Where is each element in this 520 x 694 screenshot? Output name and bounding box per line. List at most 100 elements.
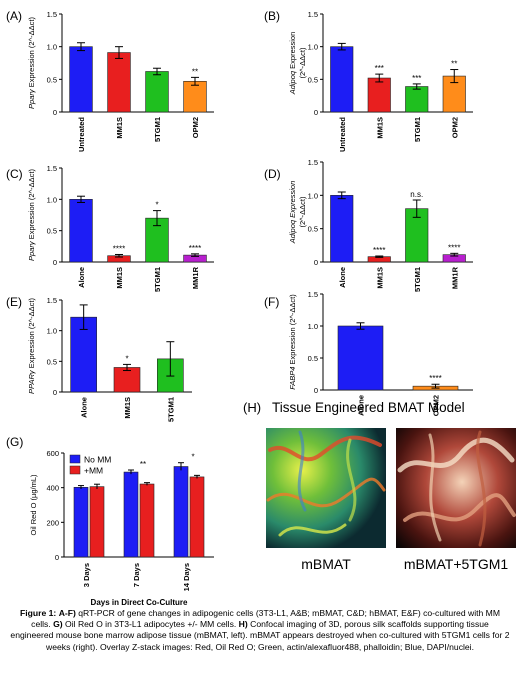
x-tick-label: 5TGM1 xyxy=(413,117,422,142)
mbmat-caption: mBMAT xyxy=(301,556,351,572)
x-tick-label: Alone xyxy=(80,397,89,418)
bar xyxy=(330,195,354,263)
y-tick-label: 1.5 xyxy=(47,10,57,19)
chart-panel-2: (B) 0 0.5 1.0 1.5 Adipoq Expression (2^-ΔΔct) U… xyxy=(264,9,473,152)
bar xyxy=(330,46,354,113)
y-tick-label: 1.5 xyxy=(47,164,57,173)
y-tick-label: 1.5 xyxy=(308,10,318,19)
y-tick-label: 600 xyxy=(46,449,59,458)
bar xyxy=(69,46,93,113)
y-axis-title: FABP4 Expression (2^-ΔΔct) xyxy=(288,294,297,390)
y-title-italic: Pparγ xyxy=(27,88,36,109)
x-tick-label: 5TGM1 xyxy=(413,267,422,292)
y-tick-label: 0.5 xyxy=(47,227,57,236)
x-tick-label: OPM2 xyxy=(450,117,459,138)
significance-label: ** xyxy=(192,67,198,76)
y-tick-label: 1.5 xyxy=(47,296,57,305)
caption-h-label: H) xyxy=(238,619,248,630)
significance-label: ** xyxy=(140,460,146,469)
legend-swatch xyxy=(69,465,81,475)
y-tick-label: 1.5 xyxy=(308,290,318,299)
x-tick-label: MM1S xyxy=(123,397,132,419)
y-tick-label: 0 xyxy=(53,388,57,397)
mbmat-5tgm1-caption: mBMAT+5TGM1 xyxy=(404,556,509,572)
bar xyxy=(107,52,131,113)
chart-panel-4: (D) 0 0.5 1.0 1.5 Adipoq Expression (2^-ΔΔct) A… xyxy=(264,158,473,292)
x-tick-label: 3 Days xyxy=(82,563,91,587)
x-tick-label: 14 Days xyxy=(182,563,191,591)
significance-label: **** xyxy=(189,244,201,253)
bar xyxy=(145,71,169,113)
x-tick-label: Alone xyxy=(357,395,366,416)
y-tick-label: 1.0 xyxy=(308,191,318,200)
y-tick-label: 400 xyxy=(46,484,59,493)
bar xyxy=(183,80,207,113)
x-tick-label: MM1S xyxy=(375,117,384,139)
significance-label: * xyxy=(191,453,194,462)
bar-charts: (A) 0 0.5 1.0 1.5 Pparγ Expression (2^-ΔΔct) U… xyxy=(6,9,473,607)
y-title-italic: Pparγ xyxy=(27,240,36,261)
y-tick-label: 0 xyxy=(314,386,318,395)
x-tick-label: 5TGM1 xyxy=(153,117,162,142)
chart-panel-3: (C) 0 0.5 1.0 1.5 Pparγ Expression (2^-ΔΔct) A… xyxy=(6,164,214,292)
y-axis-title: Pparγ Expression (2^-ΔΔct) xyxy=(27,169,36,261)
mbmat-5tgm1-image-texture xyxy=(397,430,516,547)
significance-label: *** xyxy=(412,74,421,83)
y-title-italic: Adipoq Expression xyxy=(288,181,297,245)
panel-label: (E) xyxy=(6,295,22,309)
x-tick-label: Untreated xyxy=(77,117,86,152)
y-tick-label: 1.0 xyxy=(47,195,57,204)
y-tick-label: 1.5 xyxy=(308,158,318,167)
bar xyxy=(337,325,384,391)
y-title-part: Expression xyxy=(288,32,297,71)
y-tick-label: 200 xyxy=(46,518,59,527)
y-tick-label: 0.5 xyxy=(47,75,57,84)
significance-label: *** xyxy=(375,64,384,73)
bar xyxy=(89,486,105,558)
legend-label: No MM xyxy=(84,455,111,465)
x-axis-title: Days in Direct Co-Culture xyxy=(91,598,188,607)
bar xyxy=(123,471,139,558)
panel-label: (D) xyxy=(264,167,281,181)
x-tick-label: OPM2 xyxy=(191,117,200,138)
x-tick-label: MM1R xyxy=(450,266,459,289)
y-tick-label: 0.5 xyxy=(47,357,57,366)
y-tick-label: 1.0 xyxy=(308,322,318,331)
y-axis-title: Oil Red O (µg/mL) xyxy=(29,474,38,536)
y-tick-label: 0 xyxy=(53,108,57,117)
chart-panel-5: (E) 0 0.5 1.0 1.5 PPARγ Expression (2^-ΔΔct) A… xyxy=(6,295,192,422)
panel-label: (F) xyxy=(264,295,279,309)
legend-swatch xyxy=(69,454,81,464)
caption-range: A-F) xyxy=(58,608,76,618)
panel-label: (G) xyxy=(6,435,23,449)
significance-label: **** xyxy=(373,246,385,255)
y-title-part: Expression (2^-ΔΔct) xyxy=(27,17,36,90)
significance-label: * xyxy=(125,354,128,363)
mbmat-image-texture xyxy=(266,430,386,537)
y-tick-label: 1.0 xyxy=(47,43,57,52)
x-tick-label: Alone xyxy=(77,267,86,288)
chart-panel-7: (G) 0 200 400 600 Oil Red O (µg/mL) 3 Days ** 7 … xyxy=(6,435,214,607)
chart-panel-6: (F) 0 0.5 1.0 1.5 FABP4 Expression (2^-ΔΔct) A… xyxy=(264,290,473,416)
significance-label: **** xyxy=(448,243,460,252)
y-axis-title: PPARγ Expression (2^-ΔΔct) xyxy=(27,298,36,394)
y-axis-title: Adipoq Expression xyxy=(288,181,297,245)
significance-label: **** xyxy=(113,244,125,253)
x-tick-label: Untreated xyxy=(338,117,347,152)
y-title-part: Expression (2^-ΔΔct) xyxy=(288,294,297,367)
y-tick-label: 0.5 xyxy=(308,75,318,84)
panel-h-confocal: (H) Tissue Engineered BMAT Model mBMAT m… xyxy=(243,400,516,572)
x-tick-label: 7 Days xyxy=(132,563,141,587)
caption-h-text: Confocal imaging of 3D, porous silk scaf… xyxy=(10,619,510,652)
y-tick-label: 0 xyxy=(53,258,57,267)
panel-h-title: Tissue Engineered BMAT Model xyxy=(272,400,465,415)
y-title-italic: Adipoq xyxy=(288,70,297,95)
panel-label: (C) xyxy=(6,167,23,181)
figure-caption: Figure 1: A-F) qRT-PCR of gene changes i… xyxy=(0,604,520,694)
y-tick-label: 0 xyxy=(55,553,59,562)
y-axis-title-line2: (2^-ΔΔct) xyxy=(298,196,307,228)
panel-label: (A) xyxy=(6,9,22,23)
caption-g-label: G) xyxy=(53,619,63,630)
bar xyxy=(69,199,93,263)
